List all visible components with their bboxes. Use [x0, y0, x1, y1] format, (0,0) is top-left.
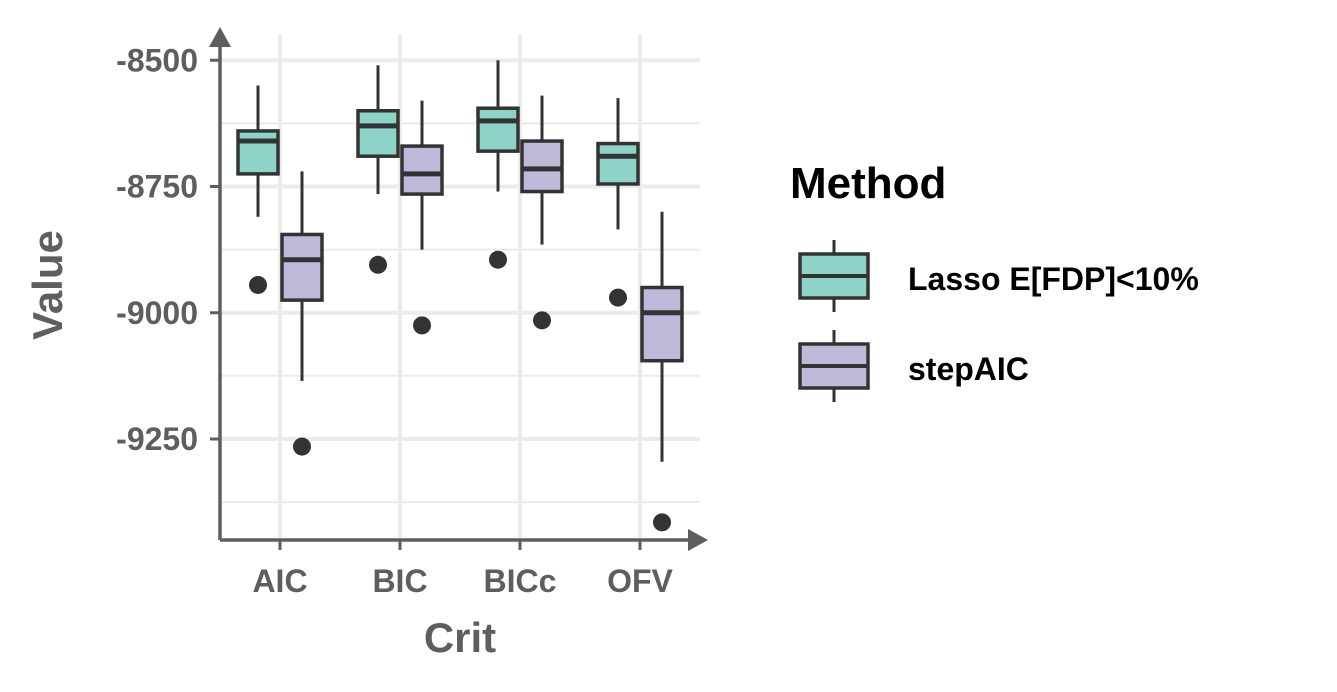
box-body	[596, 141, 640, 186]
box-bic-stepaic	[400, 100, 444, 335]
outlier-point	[369, 255, 387, 274]
legend: Method Lasso E[FDP]<10% stepAIC	[790, 159, 1199, 402]
x-axis-title: Crit	[424, 614, 496, 661]
x-tick-label: OFV	[607, 563, 673, 599]
plot-boxes	[236, 60, 684, 532]
box-bicc-lasso	[476, 60, 520, 269]
box-ofv-stepaic	[640, 211, 684, 532]
box-aic-stepaic	[280, 171, 324, 456]
outlier-point	[249, 275, 267, 294]
legend-key-lasso	[798, 240, 870, 312]
outlier-point	[609, 288, 627, 307]
y-tick-label: -9250	[116, 421, 198, 457]
outlier-point	[653, 513, 671, 532]
x-axis-arrowhead	[688, 529, 708, 551]
box-aic-lasso	[236, 85, 280, 294]
outlier-point	[533, 311, 551, 330]
y-tick-label: -8500	[116, 42, 198, 78]
legend-label-lasso: Lasso E[FDP]<10%	[908, 261, 1199, 297]
axes: -8500 -8750 -9000 -9250 AIC BIC BICc OFV	[116, 27, 708, 599]
box-body	[520, 139, 564, 194]
box-bicc-stepaic	[520, 95, 564, 330]
y-tick-label: -8750	[116, 169, 198, 205]
legend-title: Method	[790, 159, 946, 208]
box-body	[236, 129, 280, 176]
box-ofv-lasso	[596, 98, 640, 307]
outlier-point	[293, 437, 311, 456]
outlier-point	[413, 316, 431, 335]
box-body	[280, 232, 324, 302]
box-body	[356, 109, 400, 158]
y-axis-title: Value	[24, 230, 71, 340]
legend-label-stepaic: stepAIC	[908, 351, 1029, 387]
box-bic-lasso	[356, 65, 400, 274]
x-tick-label: BIC	[372, 563, 427, 599]
box-body	[476, 106, 520, 153]
y-axis-arrowhead	[209, 27, 231, 47]
y-tick-label: -9000	[116, 295, 198, 331]
legend-key-stepaic	[798, 330, 870, 402]
x-tick-label: BICc	[484, 563, 557, 599]
x-tick-label: AIC	[252, 563, 307, 599]
outlier-point	[489, 250, 507, 269]
box-body	[400, 144, 444, 196]
box-body	[640, 285, 684, 363]
